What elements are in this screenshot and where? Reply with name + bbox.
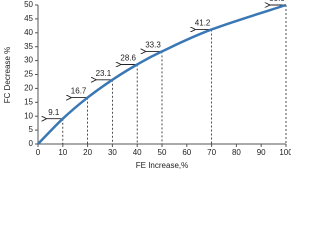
y-tick-label: 20 — [24, 84, 33, 93]
y-tick-label: 30 — [24, 56, 33, 65]
y-tick-label: 5 — [29, 125, 34, 134]
y-tick-label: 0 — [29, 139, 34, 148]
x-tick-label: 10 — [58, 148, 67, 157]
chart: FE Increase,% FC Decrease % 0 5 10 15 20 25 30… — [3, 0, 291, 170]
value-label: 28.6 — [120, 54, 136, 63]
line — [37, 3, 287, 145]
y-tick-label: 10 — [24, 111, 33, 120]
value-label: 16.7 — [71, 87, 87, 96]
y-tick-label: 15 — [24, 97, 33, 106]
x-tick-label: 30 — [108, 148, 117, 157]
x-tick-label: 60 — [182, 148, 191, 157]
value-label: 23.1 — [96, 69, 112, 78]
y-tick-label: 35 — [24, 42, 33, 51]
x-tick-label: 40 — [133, 148, 142, 157]
x-axis-title: FE Increase,% — [136, 161, 188, 170]
y-axis-title: FC Decrease % — [3, 47, 12, 103]
x-tick-label: 100 — [279, 148, 291, 157]
value-label: 41.2 — [195, 19, 211, 28]
x-tick-label: 50 — [158, 148, 167, 157]
x-tick-label: 90 — [257, 148, 266, 157]
y-tick-label: 25 — [24, 70, 33, 79]
y-tick-label: 40 — [24, 28, 33, 37]
value-label: 9.1 — [48, 108, 60, 117]
value-label: 33.3 — [145, 41, 161, 50]
y-tick-label: 50 — [24, 0, 33, 9]
x-tick-label: 20 — [83, 148, 92, 157]
value-label: 50.0 — [269, 0, 285, 3]
y-tick-label: 45 — [24, 14, 33, 23]
x-tick-label: 0 — [36, 148, 41, 157]
x-tick-label: 80 — [232, 148, 241, 157]
x-tick-label: 70 — [207, 148, 216, 157]
